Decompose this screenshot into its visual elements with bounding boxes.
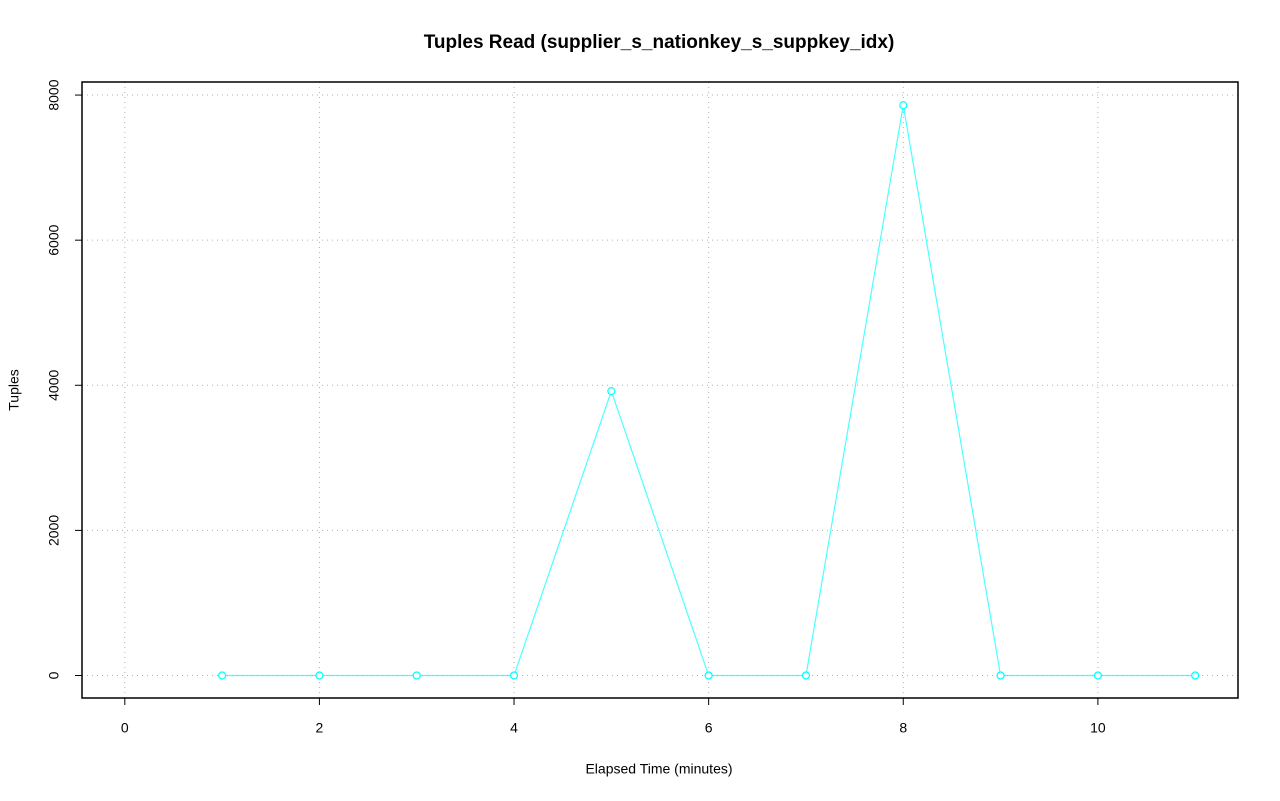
data-point bbox=[412, 671, 421, 680]
data-point bbox=[704, 671, 713, 680]
data-point bbox=[607, 386, 616, 396]
x-tick-label: 2 bbox=[316, 720, 324, 736]
data-point bbox=[509, 671, 519, 680]
y-axis-label: Tuples bbox=[6, 369, 22, 411]
data-point bbox=[996, 671, 1005, 680]
series-line bbox=[222, 105, 1196, 677]
y-tick-label: 6000 bbox=[46, 224, 62, 255]
y-tick-label: 0 bbox=[46, 671, 62, 679]
plot-frame bbox=[81, 81, 1239, 699]
data-point bbox=[218, 671, 227, 680]
data-point bbox=[1093, 671, 1102, 680]
x-tick-label: 10 bbox=[1090, 720, 1106, 736]
x-tick-label: 6 bbox=[705, 720, 713, 736]
x-tick-label: 8 bbox=[899, 720, 907, 736]
y-tick-label: 4000 bbox=[46, 370, 62, 401]
data-point bbox=[801, 671, 811, 680]
y-tick-label: 2000 bbox=[46, 515, 62, 546]
data-point bbox=[899, 101, 908, 110]
data-point bbox=[1191, 671, 1200, 680]
x-axis-label: Elapsed Time (minutes) bbox=[585, 761, 732, 777]
data-point bbox=[315, 671, 324, 680]
chart-title: Tuples Read (supplier_s_nationkey_s_supp… bbox=[424, 32, 895, 53]
x-tick-label: 4 bbox=[510, 720, 518, 736]
x-tick-label: 0 bbox=[121, 720, 129, 736]
y-tick-label: 8000 bbox=[46, 79, 62, 110]
